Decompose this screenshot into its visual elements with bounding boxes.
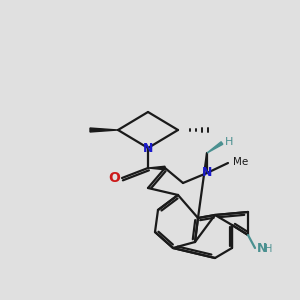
Text: H: H [225,137,233,147]
Text: O: O [108,171,120,185]
Text: Me: Me [233,157,248,167]
Polygon shape [90,128,118,132]
Text: N: N [202,167,212,179]
Text: N: N [257,242,267,254]
Text: H: H [265,244,272,254]
Polygon shape [207,142,223,153]
Polygon shape [148,166,165,170]
Text: N: N [143,142,153,154]
